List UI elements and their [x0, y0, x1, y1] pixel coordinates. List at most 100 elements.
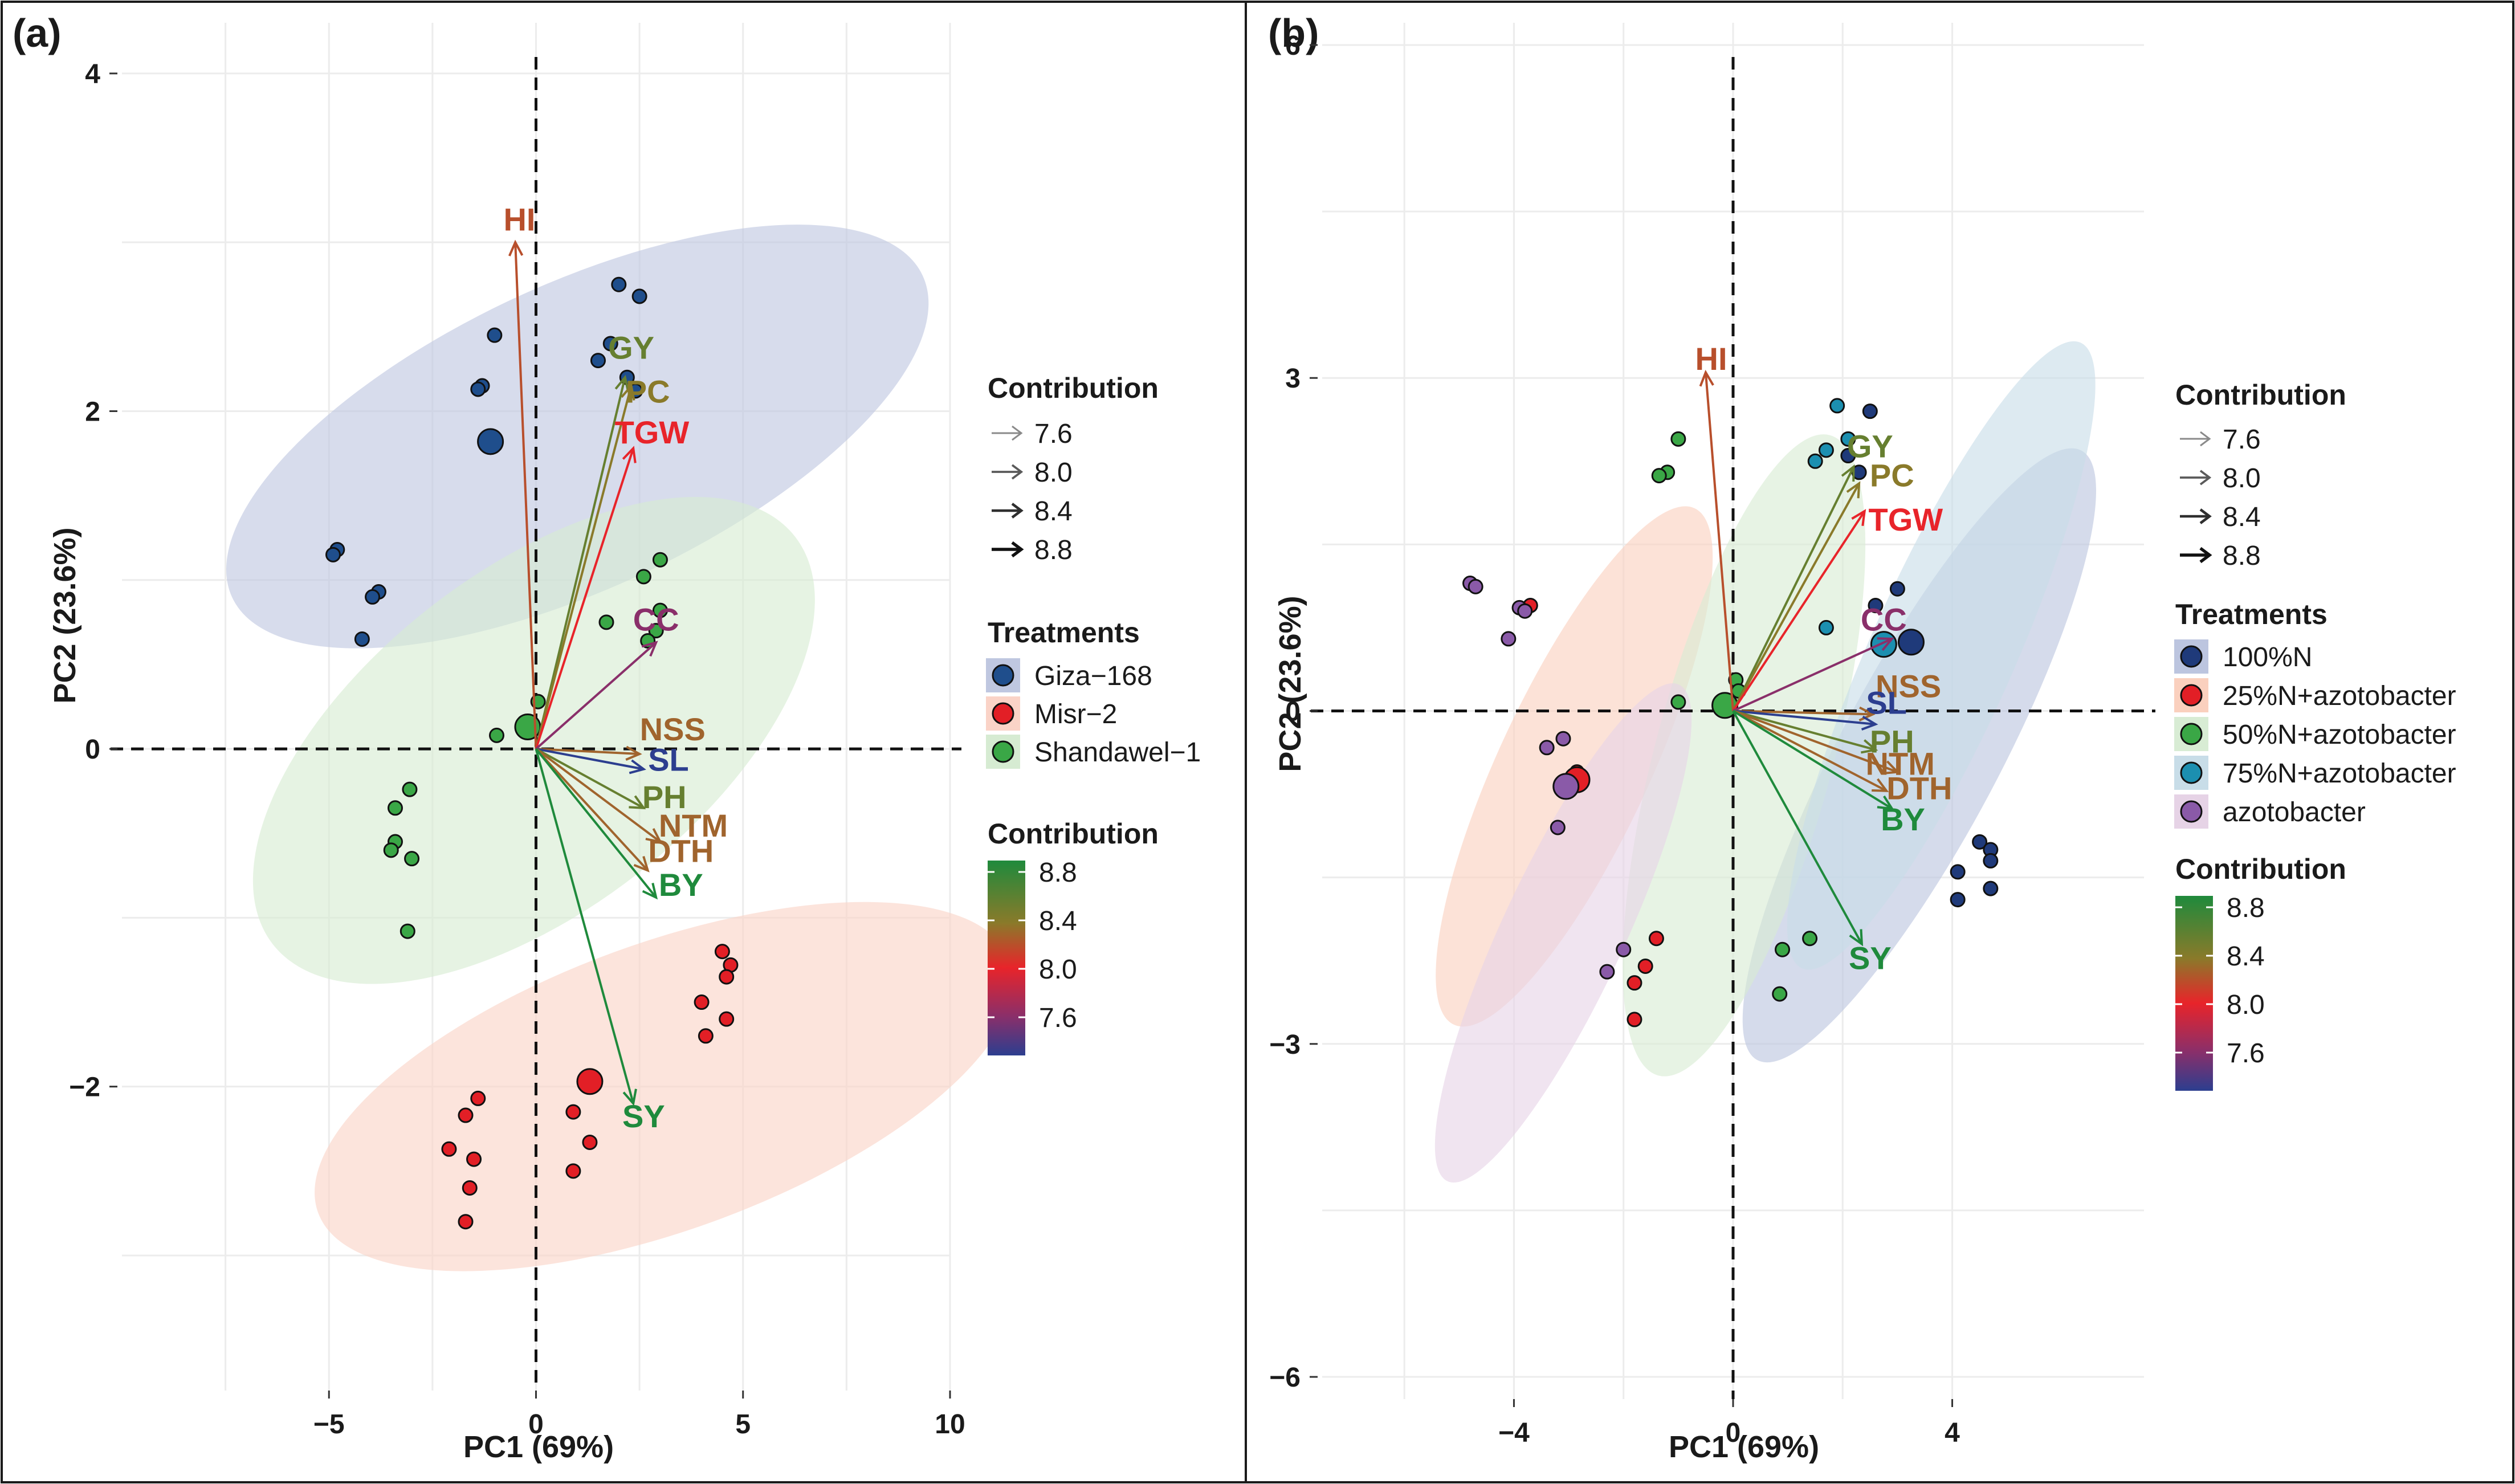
panel-b-point: [1637, 958, 1653, 974]
panel-b-x-tick-label: 4: [1945, 1418, 1960, 1448]
panel-a-point: [383, 842, 399, 858]
panel-b-y-tick-label: 0: [1285, 697, 1301, 727]
panel-a-arrowhead-sl: [629, 759, 646, 774]
panel-a-y-axis-label: PC2 (23.6%): [48, 527, 82, 703]
panel-a-size-legend-label: 7.6: [1034, 419, 1073, 449]
panel-a-var-label-tgw: TGW: [615, 414, 690, 450]
panel-a-label: (a): [13, 11, 62, 55]
panel-a-colorbar-tick-label: 8.4: [1039, 906, 1077, 936]
panel-b-treatments-title: Treatments: [2175, 598, 2328, 630]
panel-a-arrow-tgw: [535, 448, 635, 749]
panel-b-label: (b): [1268, 11, 1319, 55]
panel-a-arrows: [508, 239, 663, 1106]
panel-a-y-tick-label: 2: [85, 397, 100, 427]
panel-b-arrow-ntm: [1733, 710, 1898, 773]
panel-b-var-label-gy: GY: [1847, 429, 1893, 464]
panel-b-ellipse: [1623, 434, 1866, 1077]
panel-a-ellipse: [252, 496, 815, 984]
panel-b-var-label-by: BY: [1881, 801, 1925, 837]
panel-b-ellipses: [1434, 341, 2096, 1183]
panel-b-var-label-tgw: TGW: [1869, 502, 1943, 537]
panel-b-point: [1550, 820, 1566, 835]
panel-a-arrowhead-dth: [633, 855, 650, 873]
panel-a-point: [565, 1163, 581, 1179]
panel-b-point: [1599, 964, 1615, 980]
panel-a-x-tick-label: −5: [313, 1409, 345, 1440]
panel-a-legend-marker: [992, 740, 1014, 763]
panel-b-point: [1627, 1012, 1642, 1028]
panel-b-x-tick-label: 0: [1726, 1418, 1741, 1448]
panel-a-colorbar-tick-label: 8.8: [1039, 858, 1077, 888]
panel-b-x-axis-label: PC1 (69%): [1669, 1430, 1819, 1464]
panel-b-ticks: −4 0 4 −6 −3 0 3 6: [1269, 31, 1960, 1448]
panel-b-point: [1950, 892, 1966, 908]
panel-a-colorbar-tick-label: 8.0: [1039, 955, 1077, 985]
panel-b-arrowhead-pc: [1846, 481, 1861, 499]
panel-a-point: [582, 1134, 598, 1150]
panel-a-var-label-by: BY: [659, 867, 703, 903]
panel-a-point: [470, 1090, 486, 1106]
panel-a-var-label-cc: CC: [633, 602, 679, 638]
panel-a-arrow-hi: [514, 242, 537, 749]
panel-a-y-tick-label: 4: [85, 59, 100, 89]
panel-b-size-legend-arrowhead: [2199, 547, 2212, 564]
panel-a-point: [694, 994, 710, 1010]
panel-a-arrowhead-sy: [622, 1088, 637, 1106]
panel-b-point: [1807, 453, 1823, 469]
panel-a-var-label-pc: PC: [626, 374, 670, 410]
panel-a-y-tick-label: 0: [85, 735, 100, 765]
panel-b-var-label-nss: NSS: [1876, 668, 1941, 704]
panel-b-point: [1983, 880, 1999, 896]
panel-b-colorbar-title: Contribution: [2175, 853, 2346, 885]
panel-a-point: [652, 602, 668, 618]
panel-a-var-label-nss: NSS: [640, 711, 706, 747]
panel-a-group-centroid: [576, 1068, 604, 1095]
panel-b-var-label-hi: HI: [1695, 341, 1727, 377]
panel-b-legend-marker: [2180, 645, 2203, 668]
panel-a-arrow-gy: [535, 377, 626, 749]
panel-b-arrow-ph: [1733, 710, 1876, 751]
panel-a-var-label-ph: PH: [642, 779, 687, 815]
panel-b-group-centroid: [1897, 629, 1925, 656]
panel-a-colorbar-title: Contribution: [988, 818, 1159, 850]
panel-b-point: [1468, 578, 1483, 594]
panel-a-arrow-cc: [535, 641, 657, 750]
panel-a-x-tick-label: 0: [528, 1409, 544, 1440]
panel-b-point: [1651, 468, 1667, 484]
panel-b-point: [1539, 740, 1555, 756]
panel-a-point: [400, 923, 415, 939]
panel-b-point: [1627, 975, 1642, 991]
panel-a-arrowhead-nss: [625, 745, 642, 761]
panel-b-colorbar-tick-label: 8.0: [2227, 990, 2265, 1020]
panel-a-size-legend-title: Contribution: [988, 372, 1159, 404]
panel-a-var-label-sl: SL: [648, 742, 689, 778]
panel-a-point: [487, 327, 503, 343]
panel-b-point: [1501, 631, 1517, 647]
panel-a-point: [719, 1011, 735, 1027]
panel-b-size-legend-arrowhead: [2199, 508, 2212, 524]
panel-a-y-tick-label: −2: [69, 1073, 100, 1103]
panel-a-arrowhead-by: [642, 883, 658, 900]
panel-b-point: [1950, 864, 1966, 880]
panel-b-y-axis-label: PC2 (23.6%): [1273, 596, 1307, 772]
panel-b-y-tick-label: 3: [1285, 364, 1301, 394]
panel-b-y-tick-label: −3: [1269, 1030, 1301, 1060]
panel-b-arrowhead-dth: [1872, 778, 1889, 792]
panel-a-point: [466, 1151, 482, 1167]
panel-b-arrow-nss: [1733, 710, 1873, 716]
panel-b-y-tick-label: −6: [1269, 1363, 1301, 1393]
panel-a-legend: Contribution 7.6 8.0 8.4 8.8 Treatments Giz…: [986, 372, 1201, 1055]
panel-a-point: [458, 1107, 474, 1123]
panel-b-var-label-dth: DTH: [1886, 770, 1952, 806]
panel-a-arrow-dth: [535, 748, 649, 871]
panel-a-size-legend-arrowhead: [1011, 464, 1024, 480]
panel-b-size-legend-arrowhead: [2199, 470, 2212, 486]
panel-a-arrow-pc: [535, 385, 633, 749]
panel-b-legend-label: azotobacter: [2223, 797, 2366, 827]
panel-a-point: [354, 631, 370, 647]
panel-b-var-label-sl: SL: [1866, 685, 1907, 721]
panel-a-arrowhead-cc: [641, 641, 658, 657]
panel-a-x-tick-label: 5: [735, 1409, 751, 1440]
